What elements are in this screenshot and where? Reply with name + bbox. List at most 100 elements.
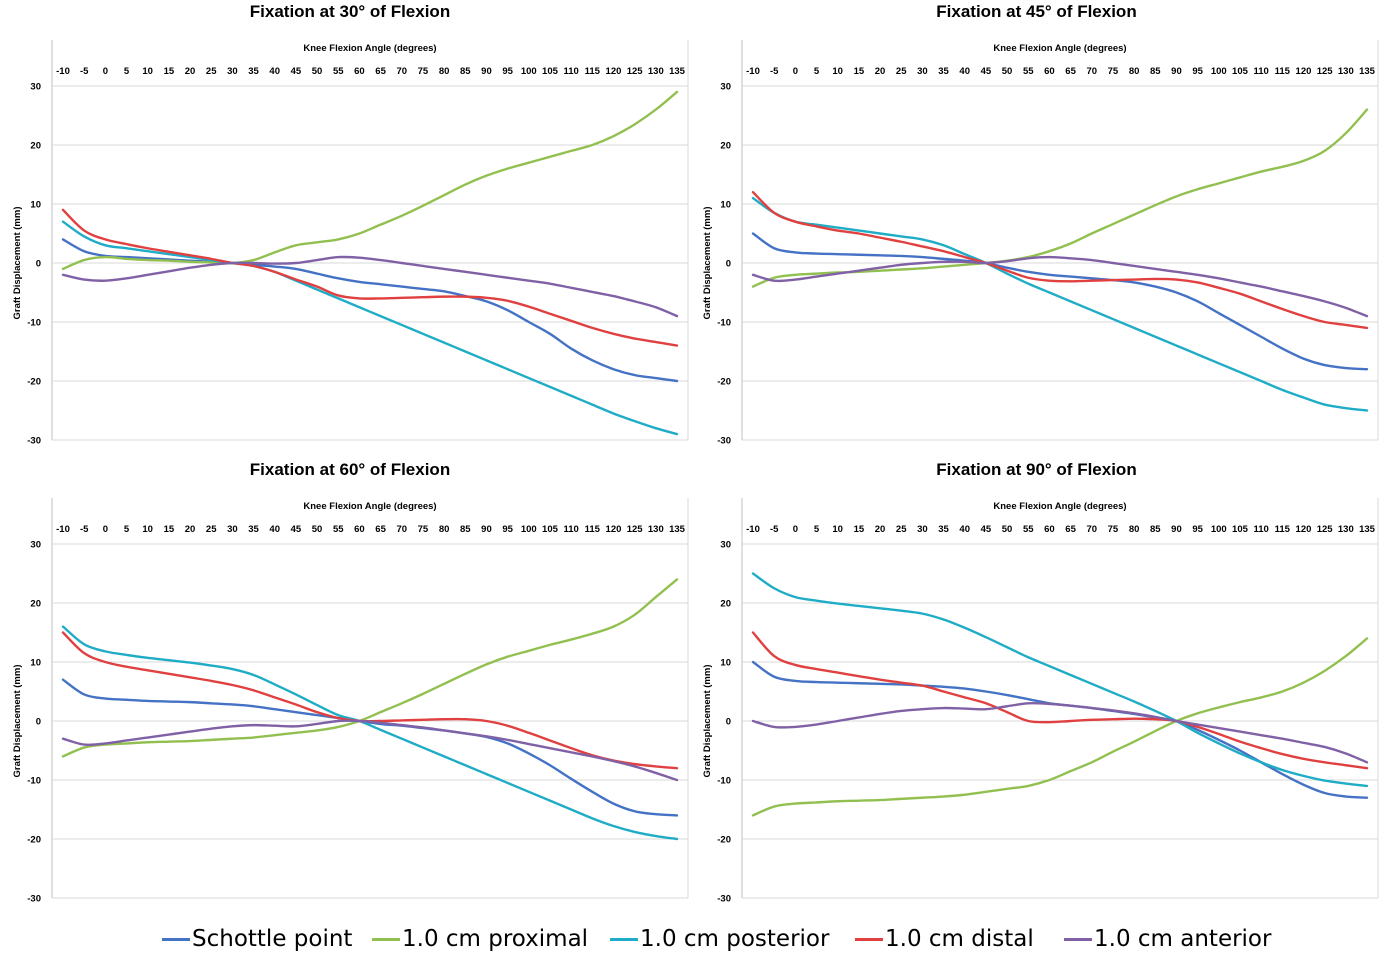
line-chart-30: Knee Flexion Angle (degrees) -10 -5 0 5 10 15 2… [12, 40, 689, 447]
x-tick-label: -5 [770, 524, 779, 535]
series-line-1-0-cm-proximal [751, 637, 1369, 817]
x-tick-label: 75 [418, 66, 429, 77]
x-tick-label: 25 [896, 524, 907, 535]
x-tick-label: 80 [439, 66, 450, 77]
x-tick-label: 15 [164, 66, 175, 77]
x-tick-label: 20 [185, 524, 196, 535]
x-tick-label: 105 [542, 66, 559, 77]
x-tick-label: 30 [917, 66, 928, 77]
x-tick-label: 10 [142, 66, 153, 77]
x-tick-label: 45 [291, 524, 302, 535]
x-tick-label: 125 [627, 524, 644, 535]
legend-label: 1.0 cm proximal [402, 926, 589, 952]
x-tick-label: 10 [142, 524, 153, 535]
x-tick-label: 55 [333, 524, 344, 535]
y-tick-label: -20 [27, 377, 41, 388]
x-tick-label: 20 [185, 66, 196, 77]
series-line-1-0-cm-proximal [61, 578, 679, 758]
x-tick-label: 135 [1359, 524, 1376, 535]
x-tick-label: 75 [418, 524, 429, 535]
x-tick-label: 30 [227, 524, 238, 535]
x-tick-label: 130 [648, 66, 664, 77]
chart-panel-60: Fixation at 60° of Flexion Knee Flexion … [0, 458, 700, 918]
x-tick-label: 125 [1317, 524, 1334, 535]
x-tick-label: 25 [206, 524, 217, 535]
x-tick-label: 90 [1171, 66, 1182, 77]
y-tick-label: 20 [30, 599, 41, 610]
x-tick-label: 85 [460, 524, 471, 535]
x-tick-label: 80 [439, 524, 450, 535]
x-tick-label: 130 [1338, 524, 1354, 535]
x-tick-label: -5 [80, 524, 89, 535]
x-tick-label: 70 [1086, 66, 1097, 77]
legend-item-schottle-point: Schottle point [162, 926, 352, 952]
x-tick-label: 100 [521, 66, 537, 77]
y-tick-label: -20 [717, 835, 731, 846]
y-tick-label: -20 [27, 835, 41, 846]
series-line-1-0-cm-anterior [61, 255, 679, 318]
legend-label: 1.0 cm posterior [640, 926, 830, 952]
chart-panel-90: Fixation at 90° of Flexion Knee Flexion … [690, 458, 1383, 918]
x-tick-label: 5 [124, 66, 130, 77]
x-tick-label: 60 [1044, 66, 1055, 77]
x-tick-label: 110 [563, 524, 578, 535]
x-tick-label: -10 [56, 524, 70, 535]
y-axis-title: Graft Displacement (mm) [12, 665, 23, 778]
series-line-1-0-cm-distal [61, 208, 679, 347]
x-tick-label: 35 [248, 66, 259, 77]
x-tick-label: 5 [124, 524, 130, 535]
x-tick-label: 60 [354, 66, 365, 77]
line-chart-45: Knee Flexion Angle (degrees) -10 -5 0 5 10 15 2… [702, 40, 1379, 447]
x-tick-label: 70 [396, 524, 407, 535]
legend-item-anterior: 1.0 cm anterior [1064, 926, 1271, 952]
y-tick-label: 10 [720, 200, 731, 211]
x-tick-label: -5 [80, 66, 89, 77]
y-tick-label: 30 [30, 540, 41, 551]
x-tick-label: 25 [206, 66, 217, 77]
x-tick-label: 0 [103, 66, 108, 77]
x-tick-label: -10 [746, 524, 760, 535]
x-tick-label: 120 [606, 524, 622, 535]
x-tick-label: 35 [248, 524, 259, 535]
y-tick-label: -10 [717, 776, 731, 787]
legend-swatch [1064, 937, 1092, 941]
y-tick-label: -10 [27, 776, 41, 787]
y-tick-label: 20 [720, 141, 731, 152]
x-tick-label: 95 [1192, 66, 1203, 77]
x-tick-label: 135 [1359, 66, 1376, 77]
series-line-1-0-cm-proximal [751, 108, 1369, 288]
x-tick-label: 130 [648, 524, 664, 535]
x-tick-label: 15 [164, 524, 175, 535]
x-tick-label: 90 [1171, 524, 1182, 535]
x-axis-title: Knee Flexion Angle (degrees) [993, 501, 1126, 512]
series-line-schottle-point [61, 678, 679, 817]
x-tick-label: 10 [832, 66, 843, 77]
x-tick-label: 100 [521, 524, 537, 535]
x-tick-label: 115 [585, 66, 601, 77]
series-line-1-0-cm-distal [751, 631, 1369, 770]
chart-legend: Schottle point 1.0 cm proximal 1.0 cm po… [0, 926, 1383, 956]
x-tick-label: 90 [481, 66, 492, 77]
line-chart-60: Knee Flexion Angle (degrees) -10 -5 0 5 10 15 2… [12, 498, 689, 905]
x-tick-label: 95 [502, 66, 513, 77]
line-chart-90: Knee Flexion Angle (degrees) -10 -5 0 5 10 15 2… [702, 498, 1379, 905]
x-tick-label: 120 [1296, 524, 1312, 535]
legend-item-proximal: 1.0 cm proximal [372, 926, 588, 952]
x-tick-label: 60 [1044, 524, 1055, 535]
y-tick-label: -30 [717, 436, 731, 447]
series-line-1-0-cm-anterior [751, 255, 1369, 318]
y-tick-label: -30 [717, 894, 731, 905]
chart-title: Fixation at 60° of Flexion [249, 460, 451, 479]
x-tick-label: 45 [981, 524, 992, 535]
x-tick-label: 105 [1232, 524, 1249, 535]
x-tick-label: 85 [1150, 524, 1161, 535]
x-tick-label: 0 [793, 66, 798, 77]
chart-panel-45: Fixation at 45° of Flexion Knee Flexion … [690, 0, 1383, 460]
series-line-schottle-point [61, 238, 679, 383]
y-tick-label: -10 [717, 318, 731, 329]
x-tick-label: 110 [1253, 524, 1268, 535]
legend-swatch [372, 937, 400, 941]
x-tick-label: 5 [814, 66, 820, 77]
series-line-1-0-cm-posterior [751, 196, 1369, 412]
series-line-1-0-cm-posterior [751, 572, 1369, 788]
